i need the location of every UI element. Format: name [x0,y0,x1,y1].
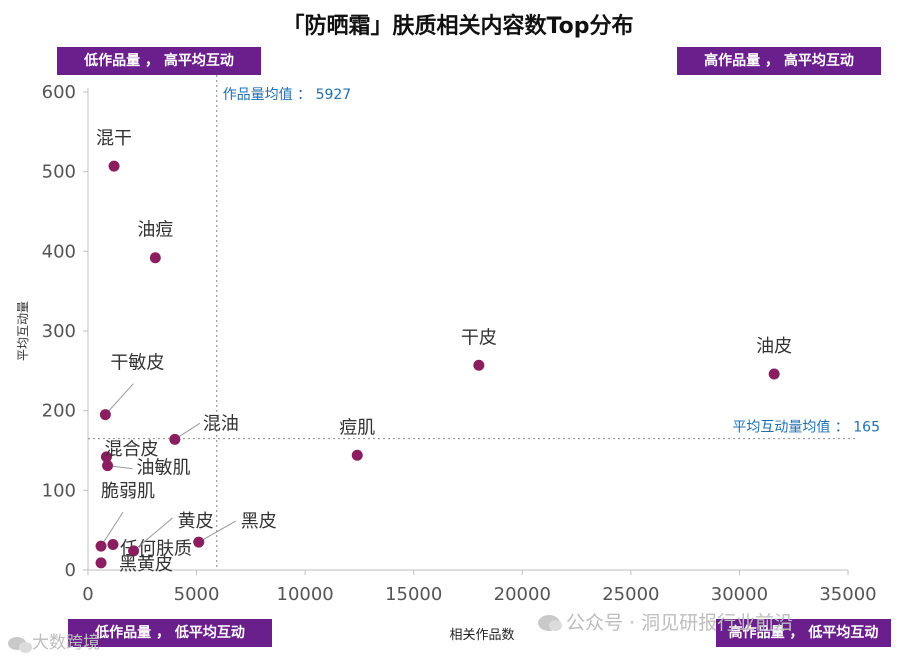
point-leader-line [133,517,173,552]
data-point [95,540,107,552]
quadrant-label-bottom-right: 高作品量 ， 低平均互动 [716,619,891,647]
y-mean-reference-label: 平均互动量均值 ： 165 [732,420,880,436]
point-label: 油痘 [137,220,173,241]
brand-logo-icon [8,637,32,653]
point-label: 油皮 [756,336,792,357]
y-tick-label: 400 [42,241,76,262]
point-label: 黄皮 [178,511,214,532]
point-label: 脆弱肌 [101,481,155,502]
point-label: 干皮 [461,327,497,348]
y-tick-label: 300 [42,321,76,342]
y-tick-label: 0 [65,560,76,581]
watermark-right: 公众号 · 洞见研报行业前沿 [538,608,793,635]
quadrant-label-top-left: 低作品量 ， 高平均互动 [57,47,261,75]
x-tick-label: 25000 [602,584,659,605]
x-tick-label: 30000 [711,584,768,605]
point-label: 混干 [96,128,132,149]
data-point [102,460,114,472]
x-tick-label: 10000 [277,584,334,605]
point-label: 混合皮 [104,439,158,460]
data-point [473,359,485,371]
point-label: 干敏皮 [110,353,164,374]
point-leader-line [100,511,124,547]
x-tick-label: 35000 [819,584,876,605]
x-mean-reference-label: 作品量均值 ： 5927 [223,87,352,103]
x-tick-label: 15000 [385,584,442,605]
y-tick-label: 100 [42,480,76,501]
data-point [193,536,205,548]
point-label: 痘肌 [339,417,375,438]
x-tick-label: 20000 [494,584,551,605]
wechat-icon [538,615,562,631]
point-leader-line [105,383,134,415]
quadrant-label-top-right: 高作品量 ， 高平均互动 [677,47,881,75]
x-tick-label: 5000 [174,584,220,605]
data-point [768,368,780,380]
point-leader-line [198,520,236,543]
data-point [108,160,120,172]
point-label: 油敏肌 [137,458,191,479]
x-tick-label: 0 [82,584,93,605]
x-axis-title: 相关作品数 [449,628,514,643]
data-point [169,433,181,445]
chart-title: 「防晒霜」肤质相关内容数Top分布 [282,14,634,39]
data-point [149,252,161,264]
point-label: 黑黄皮 [119,554,173,575]
y-tick-label: 200 [42,401,76,422]
y-axis-title: 平均互动量 [16,301,30,361]
data-point [128,545,140,557]
quadrant-label-bottom-left: 低作品量 ， 低平均互动 [68,619,272,647]
watermark-left: 大数跨境 [8,628,100,653]
data-point [107,539,119,551]
y-tick-label: 600 [42,82,76,103]
data-point [99,409,111,421]
data-point [351,449,363,461]
y-tick-label: 500 [42,162,76,183]
point-label: 混油 [203,413,239,434]
point-label: 任何肤质 [120,539,192,560]
point-label: 黑皮 [241,511,277,532]
data-point [95,557,107,569]
data-point [100,451,112,463]
